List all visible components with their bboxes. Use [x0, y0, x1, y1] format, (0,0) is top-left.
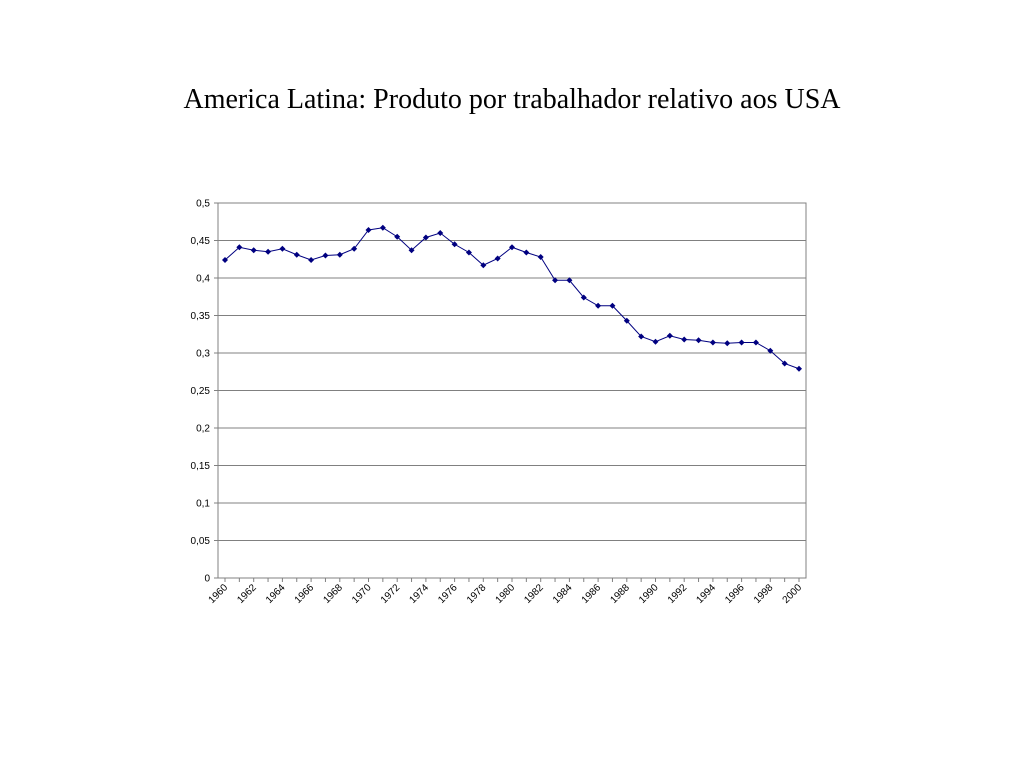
data-point — [537, 254, 544, 260]
y-tick-label: 0,4 — [196, 274, 210, 285]
y-tick-label: 0 — [204, 574, 210, 585]
data-point — [652, 338, 659, 345]
data-point — [437, 230, 444, 236]
x-tick-label: 1960 — [207, 582, 231, 606]
data-point — [781, 360, 788, 367]
x-tick-label: 1966 — [293, 582, 317, 606]
data-point — [293, 251, 300, 258]
data-point — [422, 234, 429, 241]
data-point — [738, 339, 745, 346]
data-point — [379, 224, 386, 231]
y-tick-label: 0,45 — [191, 236, 211, 247]
x-tick-label: 1972 — [379, 582, 403, 606]
data-point — [222, 257, 228, 263]
y-tick-label: 0,5 — [196, 199, 210, 210]
data-point — [609, 302, 616, 309]
x-tick-label: 1988 — [608, 582, 632, 606]
data-point — [509, 244, 515, 251]
data-point — [595, 302, 602, 309]
data-point — [796, 365, 802, 372]
x-tick-label: 1968 — [321, 582, 345, 606]
data-point — [681, 336, 688, 343]
data-point — [465, 249, 472, 256]
x-tick-label: 1986 — [580, 582, 604, 606]
data-point — [724, 340, 731, 347]
x-tick-label: 1994 — [695, 582, 719, 606]
x-tick-label: 1976 — [436, 582, 460, 606]
y-axis-ticks: 0 0,05 0,1 0,15 0,2 0,25 0,3 0,35 0,4 0,45 0,5 — [191, 199, 218, 585]
data-point — [566, 277, 573, 284]
data-point — [451, 241, 458, 248]
data-point — [623, 317, 630, 324]
y-tick-label: 0,35 — [191, 311, 211, 322]
y-tick-label: 0,1 — [196, 499, 210, 510]
data-point — [695, 337, 702, 344]
x-tick-label: 1990 — [637, 582, 661, 606]
slide-title: America Latina: Produto por trabalhador … — [183, 84, 841, 115]
x-tick-label: 1992 — [666, 582, 690, 606]
data-point — [365, 227, 372, 233]
data-point — [752, 339, 759, 346]
x-tick-label: 1974 — [408, 582, 432, 606]
x-axis-ticks: 1960 1962 1964 1966 1968 1970 1972 1974 1976 1978… — [207, 578, 805, 606]
data-point — [236, 244, 243, 251]
x-tick-label: 1980 — [494, 582, 518, 606]
y-tick-label: 0,25 — [191, 386, 211, 397]
data-point — [250, 247, 257, 254]
data-point — [265, 248, 272, 255]
data-point — [494, 255, 501, 262]
y-tick-label: 0,3 — [196, 349, 210, 360]
data-point — [408, 247, 415, 254]
x-tick-label: 1978 — [465, 582, 489, 606]
x-tick-label: 1998 — [752, 582, 776, 606]
data-point — [767, 347, 774, 354]
x-tick-label: 1984 — [551, 582, 575, 606]
data-point — [336, 251, 343, 258]
x-tick-label: 1964 — [264, 582, 288, 606]
data-point — [308, 257, 315, 263]
series-layer — [222, 224, 802, 372]
data-point — [666, 332, 673, 339]
y-tick-label: 0,2 — [196, 424, 210, 435]
data-point — [552, 277, 559, 284]
data-point — [709, 339, 716, 346]
data-point — [638, 333, 645, 340]
data-point — [394, 233, 401, 240]
x-tick-label: 1982 — [522, 582, 546, 606]
x-tick-label: 1962 — [235, 582, 259, 606]
y-tick-label: 0,05 — [191, 536, 211, 547]
data-point — [523, 249, 530, 256]
x-tick-label: 1996 — [723, 582, 747, 606]
data-point — [580, 294, 587, 301]
data-point — [351, 245, 358, 252]
data-point — [480, 262, 487, 269]
y-tick-label: 0,15 — [191, 461, 211, 472]
x-tick-label: 1970 — [350, 582, 374, 606]
gridlines — [218, 240, 806, 541]
data-point — [279, 245, 286, 252]
x-tick-label: 2000 — [781, 582, 805, 606]
data-point — [322, 252, 329, 259]
